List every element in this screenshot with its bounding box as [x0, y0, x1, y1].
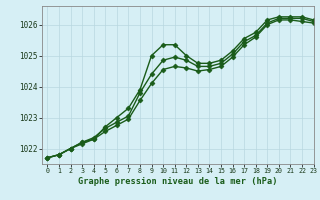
X-axis label: Graphe pression niveau de la mer (hPa): Graphe pression niveau de la mer (hPa) [78, 177, 277, 186]
